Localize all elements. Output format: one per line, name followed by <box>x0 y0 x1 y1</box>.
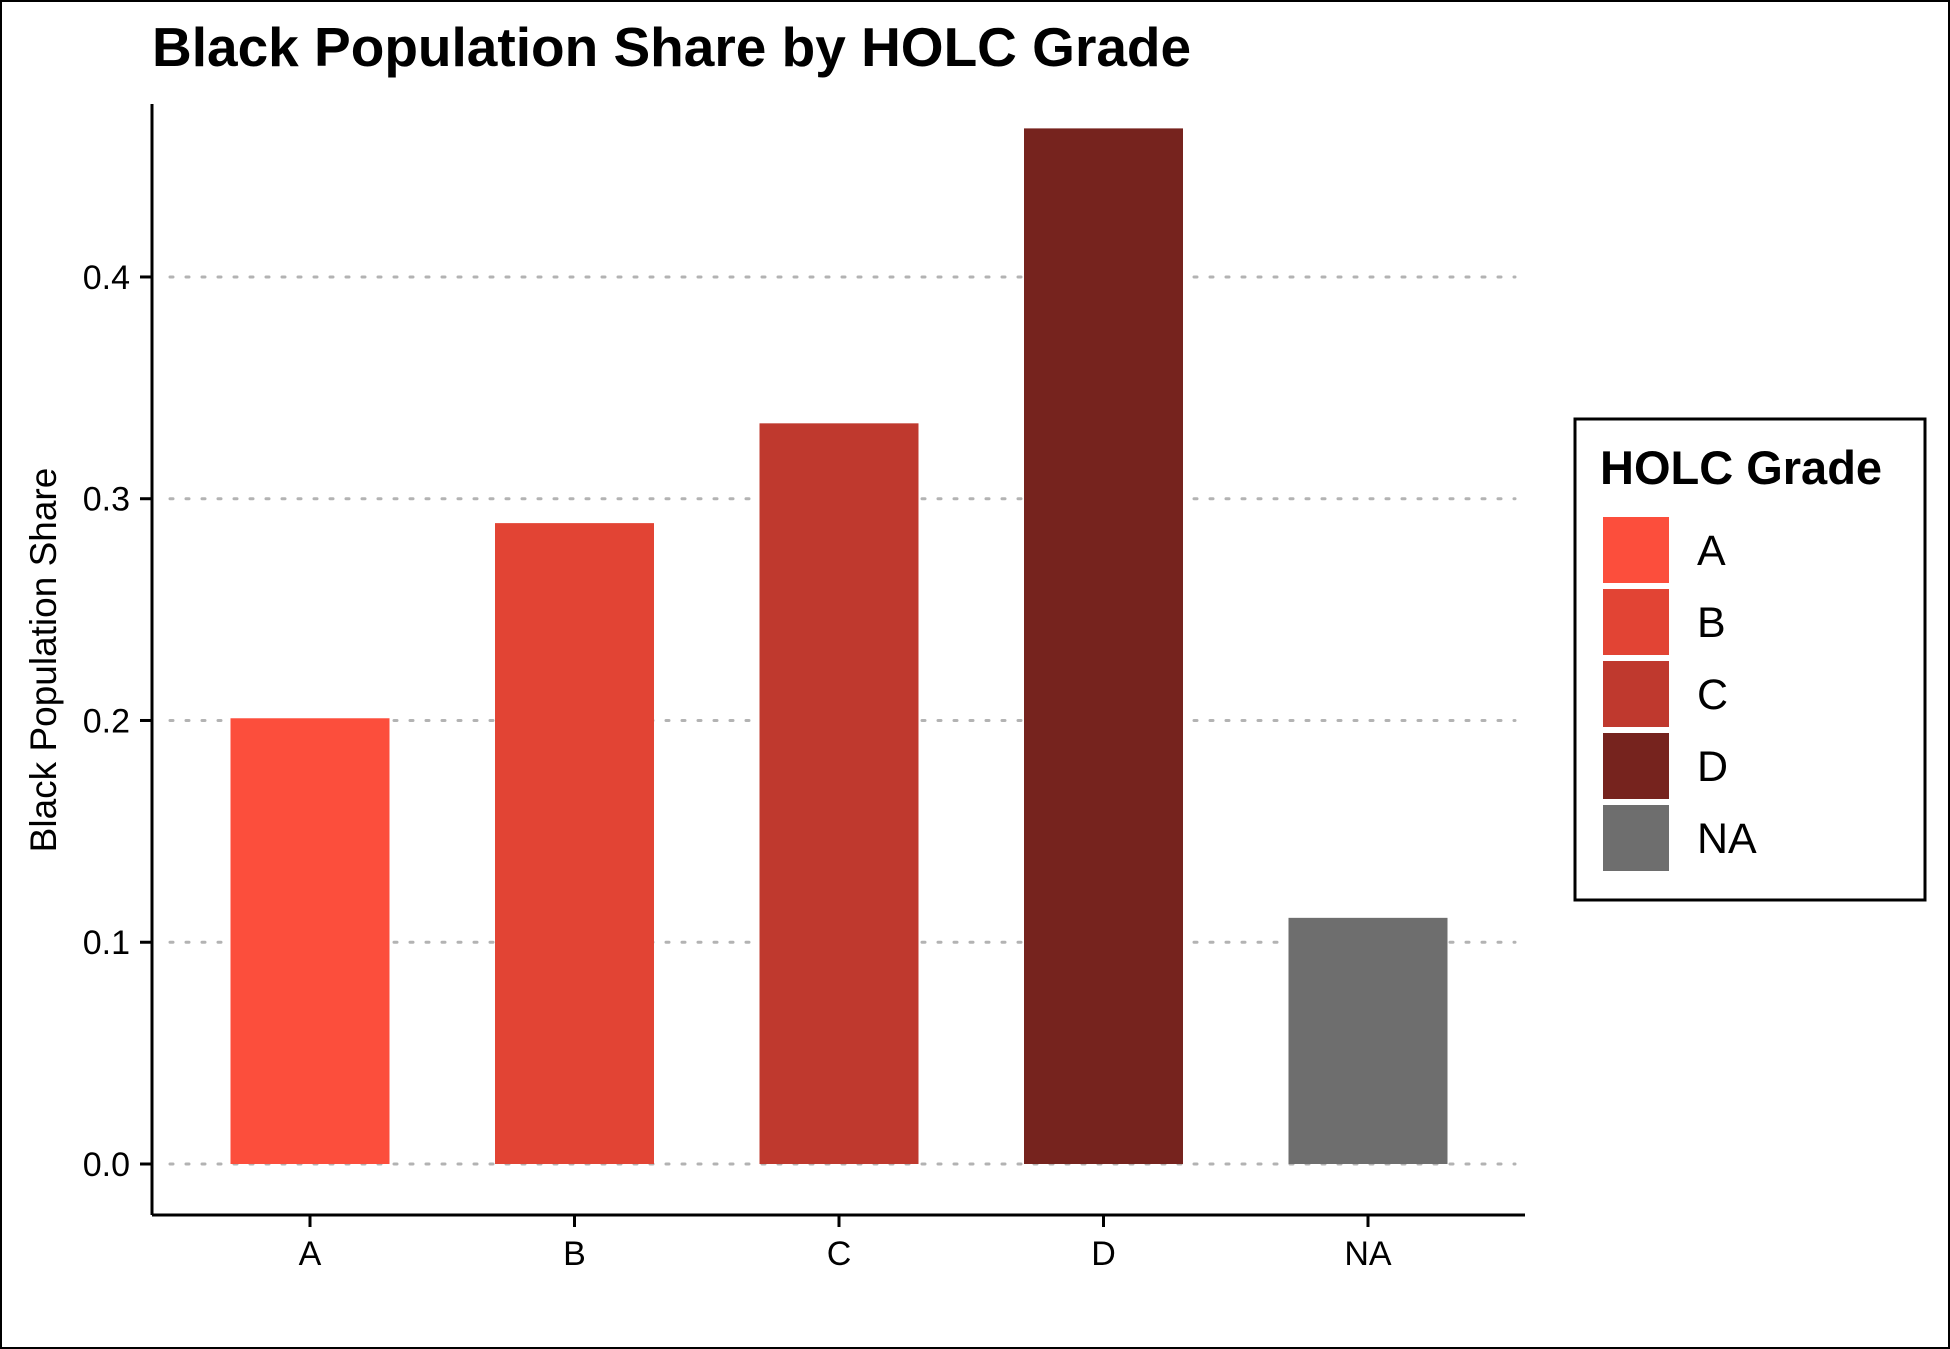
legend-box <box>1573 417 1927 902</box>
y-tick-label: 0.3 <box>83 481 130 519</box>
bar-B <box>495 523 654 1164</box>
y-tick-label: 0.4 <box>83 259 130 297</box>
bar-NA <box>1288 917 1448 1164</box>
legend-label-B: B <box>1697 599 1726 647</box>
legend-label-A: A <box>1697 527 1726 575</box>
x-tick-label: D <box>1091 1235 1116 1273</box>
legend-label-C: C <box>1697 671 1728 719</box>
y-tick-label: 0.0 <box>83 1146 130 1184</box>
legend-key-NA <box>1603 805 1669 871</box>
bar-A <box>230 718 390 1164</box>
legend-title: HOLC Grade <box>1600 441 1882 494</box>
legend-label-D: D <box>1697 743 1728 791</box>
bar-D <box>1024 128 1183 1164</box>
legend-key-C <box>1603 661 1669 727</box>
x-tick-label: NA <box>1344 1235 1392 1273</box>
x-tick-label: A <box>299 1235 322 1273</box>
y-tick-label: 0.1 <box>83 924 130 962</box>
legend-key-B <box>1603 589 1669 655</box>
y-axis-label: Black Population Share <box>23 468 64 853</box>
bars <box>230 128 1448 1164</box>
chart-title: Black Population Share by HOLC Grade <box>152 16 1191 78</box>
bar-C <box>759 423 919 1164</box>
legend-label-NA: NA <box>1697 815 1757 863</box>
x-axis-ticks: A B C D NA <box>299 1215 1392 1273</box>
legend-key-A <box>1603 517 1669 583</box>
y-axis-ticks: 0.0 0.1 0.2 0.3 0.4 <box>83 259 152 1184</box>
x-tick-label: C <box>827 1235 852 1273</box>
legend-key-D <box>1603 733 1669 799</box>
x-tick-label: B <box>563 1235 586 1273</box>
y-tick-label: 0.2 <box>83 702 130 740</box>
